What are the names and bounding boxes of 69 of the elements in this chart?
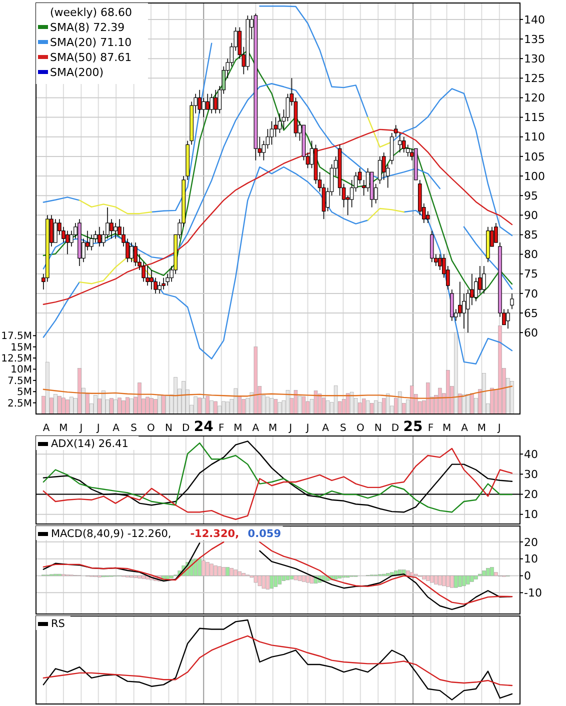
series-label: -12.320, <box>190 528 240 540</box>
y-tick-label: 140 <box>524 13 545 26</box>
x-tick-label: D <box>182 423 190 434</box>
y-tick-label: 75 <box>524 268 538 281</box>
y-tick-label: 95 <box>524 189 538 202</box>
legend-label: SMA(20) 71.10 <box>50 36 132 49</box>
y-tick-label: 110 <box>524 130 545 144</box>
y2-tick-label: 17.5M <box>1 331 32 342</box>
y-tick-label: 135 <box>524 32 545 46</box>
x-tick-label: A <box>461 423 468 434</box>
legend-label: RS <box>51 618 66 630</box>
x-tick-label: M <box>268 423 278 434</box>
x-tick-label: M <box>234 423 242 434</box>
y-tick-label: 60 <box>524 326 538 340</box>
y-tick-label: 105 <box>524 150 545 164</box>
x-tick-label: N <box>164 423 172 434</box>
x-tick-label: J <box>96 423 100 434</box>
legend-label: ADX(14) 26.41 <box>51 438 128 450</box>
x-tick-label: N <box>374 423 382 434</box>
y-tick-label: 10 <box>524 508 538 522</box>
y2-tick-label: 12.5M <box>1 354 32 365</box>
y-tick-label: 120 <box>524 92 545 105</box>
x-tick-label: S <box>130 423 138 434</box>
x-tick-label: 24 <box>194 419 214 435</box>
y-tick-label: 0 <box>524 570 531 583</box>
legend-label: SMA(8) 72.39 <box>50 21 125 34</box>
x-tick-label: J <box>78 423 83 434</box>
x-tick-label: S <box>340 423 346 434</box>
x-tick-label: A <box>112 423 120 434</box>
y-tick-label: 125 <box>524 72 545 86</box>
y2-tick-label: 7.5M <box>7 376 32 387</box>
x-tick-label: O <box>147 423 156 434</box>
y-tick-label: 100 <box>524 170 545 183</box>
y-tick-label: 20 <box>524 536 538 549</box>
x-tick-label: 25 <box>403 419 423 435</box>
x-tick-label: A <box>252 423 260 434</box>
y-tick-label: 115 <box>524 111 545 124</box>
x-tick-label: A <box>322 423 330 434</box>
y2-tick-label: 15M <box>10 342 32 354</box>
x-tick-label: D <box>391 423 400 434</box>
y-tick-label: 80 <box>524 248 538 262</box>
x-tick-label: J <box>288 423 292 434</box>
y2-tick-label: 5M <box>17 387 32 398</box>
x-tick-label: F <box>428 423 434 434</box>
x-tick-label: J <box>496 423 501 434</box>
chart-title: (weekly) 68.60 <box>50 6 132 19</box>
x-tick-label: M <box>442 423 452 434</box>
x-tick-label: M <box>477 423 486 434</box>
annotation: 0.059 <box>248 528 282 540</box>
y-tick-label: -10 <box>524 586 542 600</box>
legend-label: SMA(50) 87.61 <box>50 51 132 64</box>
y2-tick-label: 2.5M <box>7 398 32 410</box>
y-tick-label: 70 <box>524 287 538 300</box>
x-tick-label: M <box>59 423 68 434</box>
y-tick-label: 130 <box>524 52 545 66</box>
y-tick-label: 30 <box>524 468 538 482</box>
y-tick-label: 20 <box>524 488 538 502</box>
legend-label: MACD(8,40,9) -12.260, <box>51 528 172 540</box>
x-tick-label: A <box>42 423 50 434</box>
legend-label: SMA(200) <box>50 66 104 79</box>
x-tick-label: J <box>305 423 310 434</box>
y2-tick-label: 10M <box>10 364 32 376</box>
x-tick-label: O <box>356 423 364 434</box>
y-tick-label: 40 <box>524 448 538 461</box>
y-tick-label: 85 <box>524 228 538 242</box>
y-tick-label: 65 <box>524 306 538 320</box>
y-tick-label: 90 <box>524 209 538 222</box>
x-tick-label: F <box>218 423 224 434</box>
y-tick-label: 10 <box>524 552 538 566</box>
